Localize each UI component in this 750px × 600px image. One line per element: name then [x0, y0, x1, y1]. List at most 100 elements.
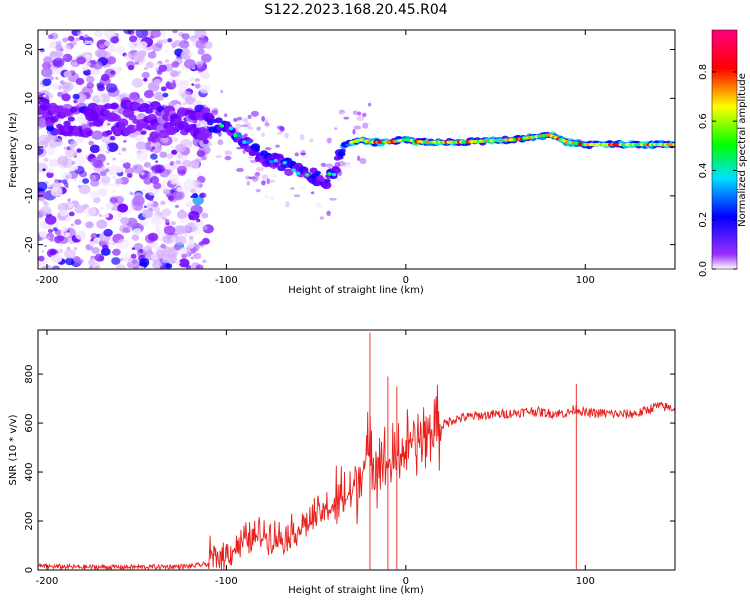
spectrogram-blob	[102, 244, 109, 250]
spectrogram-blob	[87, 259, 96, 266]
spectrogram-blob	[76, 136, 85, 144]
spectrogram-blob	[105, 130, 113, 136]
spectrogram-blob	[64, 148, 76, 158]
spectrogram-blob	[217, 139, 224, 146]
spectrogram-blob	[141, 71, 150, 79]
spectrogram-blob	[135, 141, 147, 150]
spectrogram-blob	[186, 144, 190, 148]
spectrogram-blob	[63, 70, 72, 78]
spectrogram-blob	[176, 73, 180, 77]
spectrogram-blob	[189, 76, 195, 82]
spectrogram-blob	[182, 47, 190, 55]
spectrogram-blob	[109, 197, 118, 204]
spectrogram-blob	[240, 124, 249, 128]
spectrogram-blob	[128, 35, 138, 43]
spectrogram-blob	[195, 80, 200, 85]
colorbar-tick-label: 0.8	[698, 64, 709, 80]
spectrogram-blob	[326, 210, 331, 217]
spectrogram-blob	[65, 216, 72, 222]
spectrogram-blob	[171, 149, 178, 155]
spectrogram-blob	[55, 44, 63, 51]
spectrogram-blob	[155, 249, 166, 259]
x-tick-label: -100	[215, 275, 238, 286]
spectrogram-blob	[170, 145, 175, 149]
spectrogram-blob	[201, 156, 207, 161]
spectrogram-blob	[107, 44, 117, 53]
y-tick-label: 800	[24, 365, 35, 384]
spectrogram-blob	[82, 178, 90, 184]
spectrogram-blob	[167, 102, 173, 107]
spectrogram-blob	[294, 152, 299, 157]
spectrogram-blob	[64, 248, 76, 259]
spectrogram-blob	[39, 48, 45, 53]
spectrogram-blob	[190, 195, 194, 199]
spectrogram-blob	[320, 162, 327, 167]
spectrogram-blob	[256, 126, 261, 131]
spectrogram-blob	[275, 144, 280, 148]
spectrogram-blob	[143, 89, 154, 99]
spectrogram-blob	[172, 136, 179, 143]
spectrogram-blob	[47, 167, 55, 174]
y-tick-label: 20	[24, 43, 35, 56]
spectrogram-blob	[49, 51, 58, 58]
spectrogram-blob	[112, 114, 122, 122]
spectrogram-blob	[164, 59, 170, 63]
spectrogram-blob	[97, 188, 108, 197]
spectrogram-blob	[153, 212, 158, 216]
spectrogram-blob	[40, 67, 53, 78]
spectrogram-blob	[242, 140, 247, 144]
spectrogram-blob	[112, 248, 121, 256]
spectrogram-blob	[299, 134, 305, 141]
spectrogram-blob	[120, 216, 130, 225]
spectrogram-blob	[362, 122, 369, 129]
spectrogram-blob	[52, 227, 58, 232]
spectrogram-blob	[42, 94, 47, 98]
spectrogram-blob	[201, 53, 212, 63]
spectrogram-blob	[195, 122, 201, 127]
spectrogram-blob	[177, 87, 186, 94]
x-tick-label: 0	[403, 576, 409, 587]
spectrogram-blob	[121, 252, 131, 261]
spectrogram-blob	[124, 53, 133, 61]
spectrogram-blob	[67, 35, 75, 42]
spectrogram-blob	[219, 124, 225, 128]
spectrogram-blob	[201, 212, 209, 219]
spectrogram-blob	[111, 189, 117, 194]
spectrogram-blob	[94, 49, 106, 58]
spectrogram-blob	[131, 247, 135, 250]
spectrogram-blob	[46, 183, 52, 188]
spectrogram-blob	[147, 51, 157, 59]
y-tick-label: -10	[24, 188, 35, 204]
spectrogram-blob	[88, 265, 93, 269]
spectrogram-blob	[191, 83, 195, 86]
spectrogram-blob	[172, 79, 176, 83]
spectrogram-blob	[196, 150, 206, 158]
spectrogram-blob	[72, 165, 79, 170]
spectrogram-blob	[68, 202, 74, 208]
spectrogram-blob	[94, 253, 105, 262]
spectrogram-blob	[153, 182, 162, 190]
spectrogram-blob	[319, 216, 324, 220]
spectrogram-blob	[88, 40, 93, 45]
spectrogram-blob	[207, 120, 214, 126]
spectrogram-blob	[276, 125, 285, 130]
spectrogram-frame	[37, 29, 676, 270]
spectrogram-blob	[57, 91, 64, 97]
spectrogram-blob	[160, 136, 169, 144]
spectrogram-blob	[141, 209, 153, 219]
spectrogram-blob	[122, 227, 129, 233]
spectrogram-blob	[176, 165, 188, 175]
spectrogram-blob	[254, 172, 261, 177]
spectrogram-blob	[186, 241, 195, 249]
spectrogram-blob	[190, 204, 203, 216]
spectrogram-blob	[334, 127, 338, 130]
spectrogram-blob	[64, 232, 71, 238]
colorbar: 0.0 0.2 0.4 0.6 0.8 Normalized spectral ampl…	[698, 29, 748, 277]
spectrogram-blob	[136, 151, 148, 161]
spectrogram-blob	[159, 151, 168, 158]
spectrogram-blob	[122, 162, 131, 169]
spectrogram-blob	[193, 252, 202, 260]
spectrogram-blob	[251, 110, 259, 117]
spectrogram-blob	[182, 159, 192, 168]
spectrogram-blob	[161, 208, 172, 217]
